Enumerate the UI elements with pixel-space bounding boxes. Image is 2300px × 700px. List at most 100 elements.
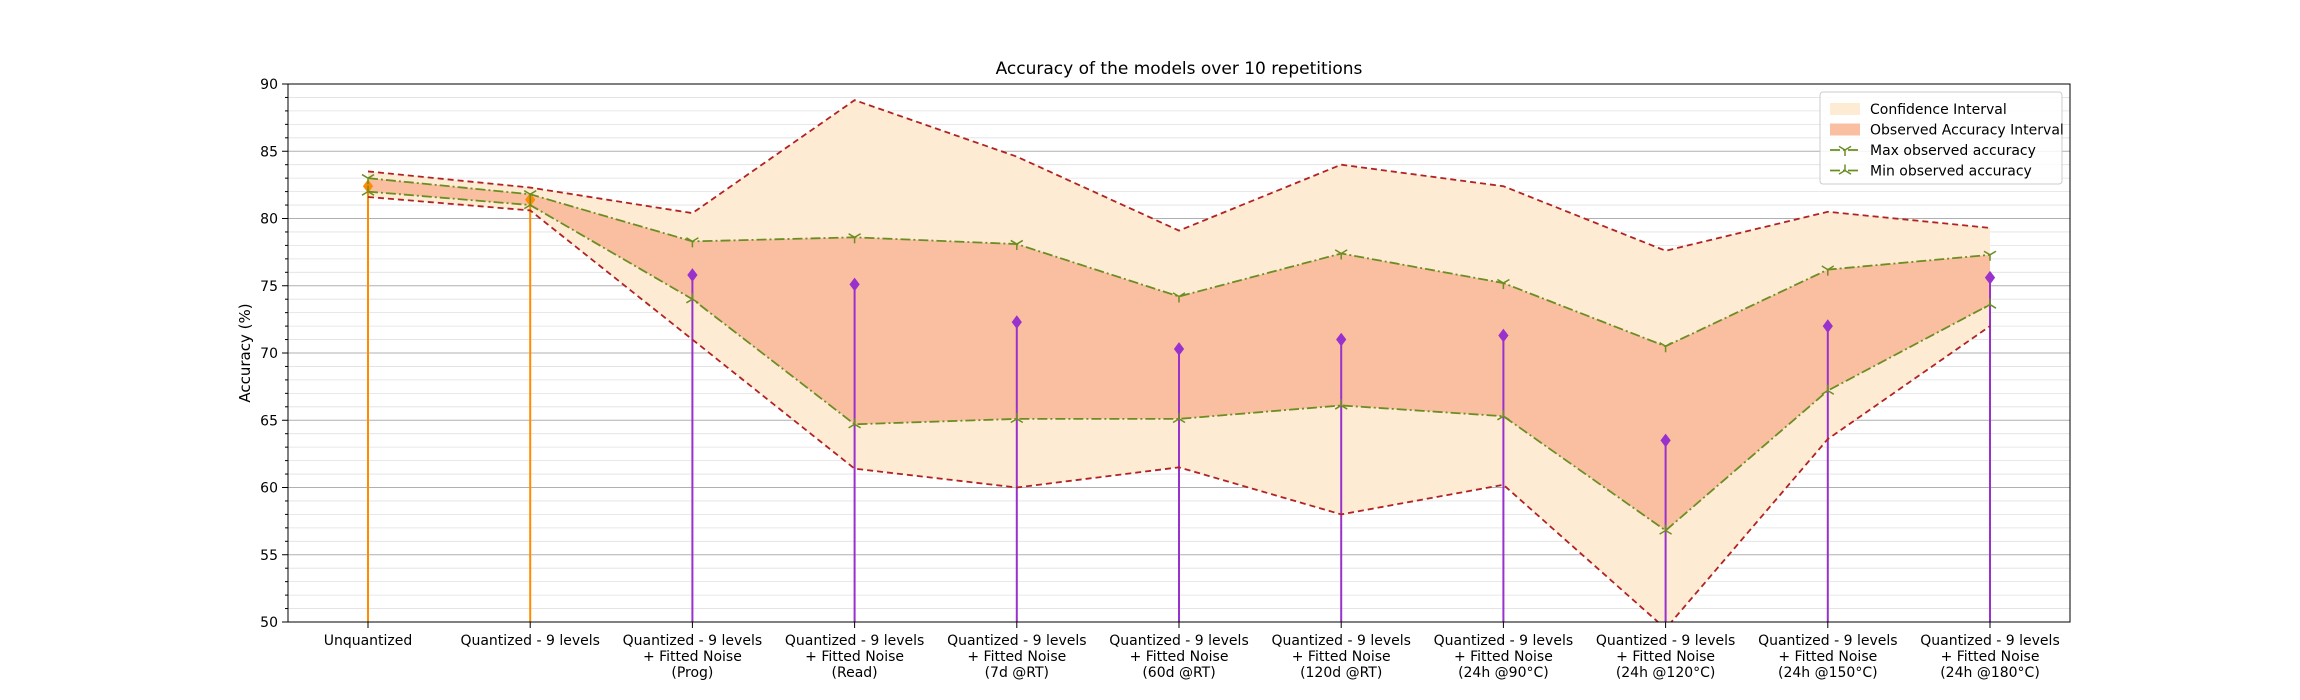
y-tick-label: 80 [260,212,278,228]
x-tick-label-line: Unquantized [324,633,413,649]
y-axis-label: Accuracy (%) [236,303,254,402]
legend-label: Max observed accuracy [1870,143,2036,159]
max-observed-point-arm [1016,239,1024,245]
min-observed-point [686,293,699,304]
legend-marker [1838,164,1852,175]
x-tick-label-line: Quantized - 9 levels [460,633,599,649]
x-tick-label-line: Quantized - 9 levels [1596,633,1735,649]
max-observed-point [1983,250,1997,261]
max-observed-point [1172,292,1186,303]
x-tick-label-line: + Fitted Noise [1941,649,2040,665]
y-tick-label: 90 [260,77,278,93]
min-observed-point-arm [1659,529,1666,535]
min-observed-point [523,199,537,210]
stems [362,179,1996,622]
min-observed-point [1172,412,1186,424]
max-observed-point [361,173,375,185]
x-tick-label: Quantized - 9 levels + Fitted Noise (24h @… [1758,633,1897,681]
max-observed-point-arm [361,173,369,179]
y-tick-label: 85 [260,144,278,160]
max-observed-point-arm [686,237,693,243]
legend-marker-arm [1844,145,1852,151]
min-observed-point [1010,412,1024,424]
y-tick-label: 55 [260,548,278,564]
x-tick-label-line: (Prog) [671,665,713,681]
max-observed-point-arm [1827,265,1835,271]
confidence-lower-line [367,196,1991,622]
legend-label: Min observed accuracy [1870,164,2032,180]
min-observed-point-arm [1665,529,1672,535]
max-observed-point-arm [854,233,861,238]
min-observed-point-arm [367,190,375,196]
max-observed-point [686,237,699,248]
legend-box [1819,91,2063,185]
max-observed-point-arm [1503,278,1510,284]
legend-marker-arm [1844,169,1852,175]
max-observed-point-arm [529,190,537,195]
x-tick-label-line: Quantized - 9 levels [785,633,924,649]
min-observed-point-arm [1340,404,1348,410]
legend-label: Confidence Interval [1870,102,2007,118]
x-tick-label-line: Quantized - 9 levels [623,633,762,649]
max-observed-point [848,233,861,244]
legend-label: Observed Accuracy Interval [1870,123,2064,139]
legend-marker-arm [1838,169,1846,175]
x-tick-label-line: + Fitted Noise [1130,649,1229,665]
y-tick-label: 75 [260,279,278,295]
x-tick-label: Quantized - 9 levels + Fitted Noise (120d … [1271,633,1410,681]
max-observed-point-arm [1334,249,1342,255]
x-axis: Unquantized Quantized - 9 levels Quantized… [324,622,2060,681]
min-observed-point-arm [1983,303,1991,309]
max-observed-point-arm [1821,265,1829,271]
x-tick-label: Quantized - 9 levels + Fitted Noise (7d @R… [947,633,1086,681]
x-tick-label-line: (24h @180°C) [1940,665,2040,681]
max-observed-point [1497,278,1510,290]
x-tick-label-line: + Fitted Noise [967,649,1066,665]
min-observed-point-arm [361,190,369,196]
x-tick-label-line: + Fitted Noise [805,649,904,665]
x-tick-label-line: + Fitted Noise [643,649,742,665]
legend-swatch [1830,103,1860,115]
x-tick-label-line: + Fitted Noise [1616,649,1715,665]
min-observed-point [361,185,375,196]
legend-marker [1838,145,1852,156]
x-tick-label: Quantized - 9 levels + Fitted Noise (Prog) [623,633,762,681]
min-observed-point-arm [848,423,855,429]
x-tick-label-line: (Read) [832,665,878,681]
y-tick-label: 65 [260,413,278,429]
min-observed-point-arm [1497,415,1504,421]
x-tick-label-line: Quantized - 9 levels [1758,633,1897,649]
min-observed-point-arm [1334,404,1342,410]
min-observed-point [848,418,861,429]
x-tick-label-line: + Fitted Noise [1292,649,1391,665]
x-tick-label: Unquantized [324,633,413,649]
x-tick-label: Quantized - 9 levels + Fitted Noise (Read) [785,633,924,681]
max-observed-point-arm [1659,342,1666,347]
y-tick-label: 50 [260,615,278,631]
min-observed-point-arm [1989,303,1997,309]
stem-marker [1011,315,1022,329]
min-observed-point [1659,524,1672,535]
x-tick-label-line: Quantized - 9 levels [1920,633,2059,649]
stem-marker [1173,342,1185,356]
min-observed-point-arm [1016,418,1024,424]
x-tick-label-line: + Fitted Noise [1454,649,1553,665]
max-observed-point [1010,239,1024,251]
legend-marker-arm [1838,145,1846,151]
stem-marker [1660,433,1671,448]
min-observed-point [1497,410,1510,421]
max-observed-point-arm [1340,249,1348,255]
max-observed-line [367,177,1991,348]
min-observed-point-arm [1827,390,1835,395]
x-tick-label-line: Quantized - 9 levels [1434,633,1573,649]
min-observed-point-arm [1821,390,1829,395]
y-axis: 50 55 60 65 70 75 80 85 90 [260,77,288,631]
max-observed-point-arm [1497,278,1504,284]
x-tick-label: Quantized - 9 levels + Fitted Noise (60d @… [1109,633,1248,681]
stem-marker [687,268,698,282]
min-observed-point-arm [686,298,693,304]
min-observed-point [1334,399,1348,410]
max-observed-point-arm [1665,342,1672,347]
min-observed-point [1983,298,1997,309]
